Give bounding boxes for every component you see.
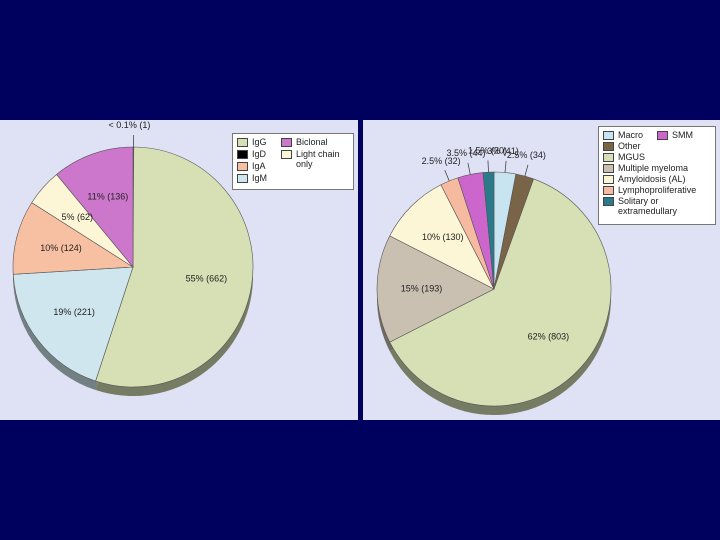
data-label: 5% (62) — [61, 212, 93, 222]
data-label: 11% (136) — [87, 191, 128, 201]
legend-label: Multiple myeloma — [618, 163, 689, 173]
legend-label: IgA — [252, 161, 266, 171]
leader-line — [467, 162, 471, 175]
legend-label: Biclonal — [296, 137, 328, 147]
legend-swatch — [603, 186, 614, 195]
legend-swatch — [281, 150, 292, 159]
legend-item: Amyloidosis (AL) — [603, 174, 711, 184]
legend-label: IgG — [252, 137, 267, 147]
data-label: 15% (193) — [401, 283, 443, 293]
legend-label: Other — [618, 141, 641, 151]
slice — [56, 146, 134, 268]
legend-item: Biclonal — [281, 137, 347, 148]
slice — [12, 202, 134, 275]
legend-swatch — [657, 131, 668, 140]
legend-swatch — [281, 138, 292, 147]
slice — [376, 235, 495, 343]
legend-item: MGUS — [603, 152, 711, 162]
leader-line — [524, 164, 529, 177]
legend-item: SMM — [657, 130, 711, 140]
data-label: 1.5% (20) — [468, 145, 507, 155]
legend-label: Lymphoproliferative — [618, 185, 697, 195]
data-label: 10% (130) — [422, 232, 464, 242]
legend-item: Other — [603, 141, 657, 151]
legend-label: MGUS — [618, 152, 645, 162]
data-label: 3% (41) — [487, 146, 519, 156]
leader-line — [444, 169, 450, 182]
leader-line — [487, 160, 489, 173]
data-label: 2.5% (34) — [507, 150, 546, 160]
legend-label: Macro — [618, 130, 644, 140]
legend-label: IgM — [252, 173, 268, 183]
legend-swatch — [603, 153, 614, 162]
data-label: 62% (803) — [528, 331, 570, 341]
legend-item: Lymphoproliferative — [603, 185, 711, 195]
data-label: 3.5% (44) — [446, 148, 485, 158]
legend-item: Macro — [603, 130, 657, 140]
legend-label: Light chain only — [296, 149, 340, 169]
legend-swatch — [603, 164, 614, 173]
legend: IgG IgD IgA IgM Biclonal Light chain only — [232, 133, 354, 190]
data-label: 19% (221) — [53, 307, 95, 317]
data-label: 10% (124) — [40, 243, 82, 253]
legend-item: IgM — [237, 173, 281, 184]
legend-item: Light chain only — [281, 149, 347, 171]
legend: Macro SMM Other MGUS Multiple myeloma Amyloid… — [598, 126, 716, 225]
legend-swatch — [603, 197, 614, 206]
data-label: < 0.1% (1) — [109, 120, 151, 130]
legend-label: Amyloidosis (AL) — [618, 174, 686, 184]
legend-swatch — [237, 150, 248, 159]
legend-swatch — [237, 138, 248, 147]
slice — [389, 178, 612, 407]
legend-swatch — [237, 162, 248, 171]
leader-line — [504, 160, 507, 173]
legend-swatch — [603, 142, 614, 151]
legend-item: IgA — [237, 161, 281, 172]
legend-swatch — [603, 131, 614, 140]
legend-item: IgD — [237, 149, 281, 160]
slice — [95, 146, 254, 388]
data-label: 55% (662) — [186, 273, 228, 283]
legend-swatch — [603, 175, 614, 184]
legend-item: Solitary or extramedullary — [603, 196, 711, 216]
data-label: 2.5% (32) — [422, 156, 461, 166]
legend-label: SMM — [672, 130, 693, 140]
slice — [12, 266, 134, 382]
legend-label: IgD — [252, 149, 267, 159]
legend-swatch — [237, 174, 248, 183]
legend-label: Solitary or extramedullary — [618, 196, 678, 216]
slice — [389, 184, 495, 290]
legend-item: IgG — [237, 137, 281, 148]
legend-item: Multiple myeloma — [603, 163, 711, 173]
